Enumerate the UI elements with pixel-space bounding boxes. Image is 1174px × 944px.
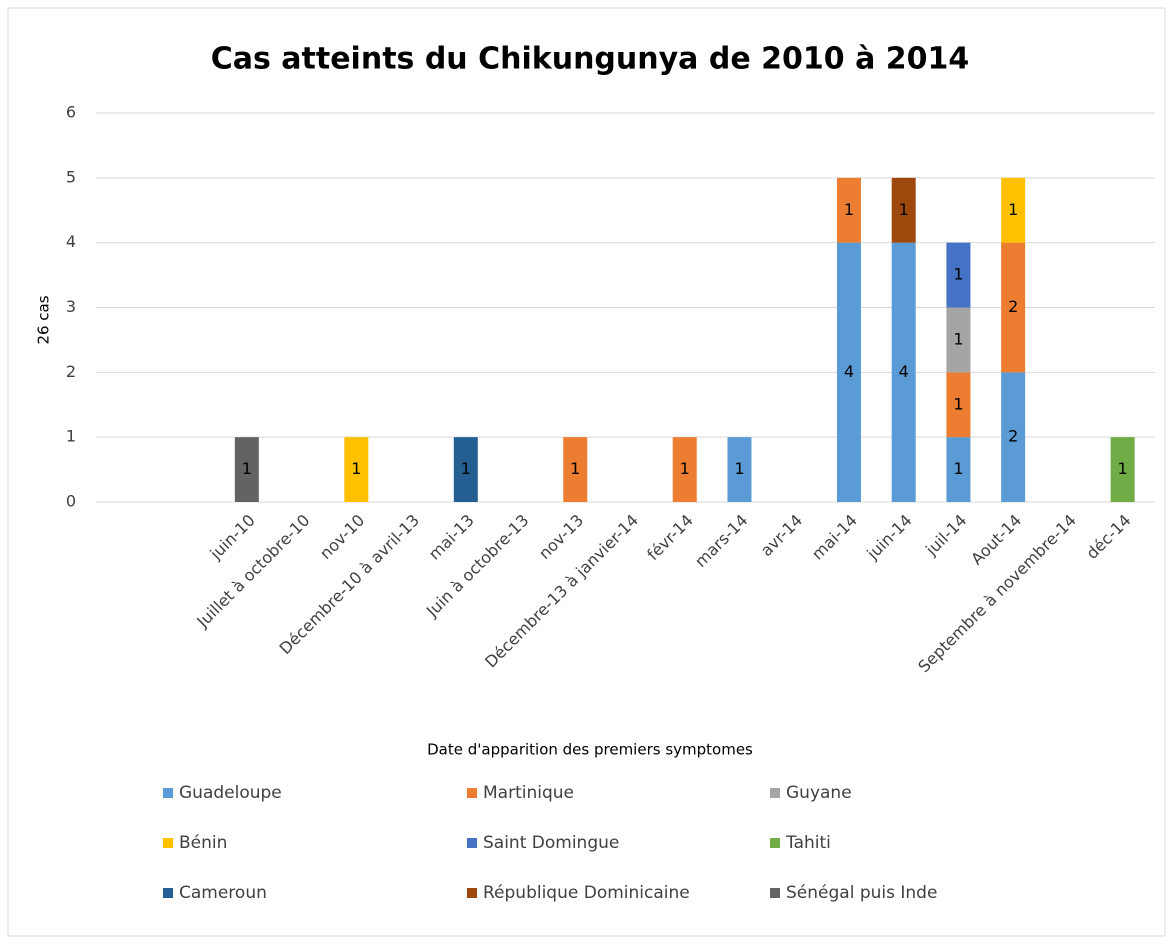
chart-title: Cas atteints du Chikungunya de 2010 à 20… — [211, 42, 970, 77]
bar-segment — [946, 242, 971, 308]
data-label: 1 — [351, 459, 361, 478]
legend-label: Guyane — [786, 783, 852, 803]
y-tick-label: 6 — [66, 103, 76, 122]
bar-segment — [946, 372, 971, 438]
data-label: 1 — [734, 459, 744, 478]
y-tick-label: 4 — [66, 232, 76, 251]
data-label: 1 — [953, 329, 963, 348]
bar-segment — [891, 242, 916, 502]
legend-label: République Dominicaine — [483, 883, 690, 903]
bar-segment — [1001, 177, 1026, 243]
legend-label: Tahiti — [785, 833, 831, 853]
legend-swatch — [467, 788, 477, 798]
bar-segment — [344, 437, 369, 502]
bar-segment — [234, 437, 259, 502]
legend-swatch — [467, 838, 477, 848]
bar-segment — [836, 242, 861, 502]
legend-label: Sénégal puis Inde — [786, 883, 937, 903]
x-axis-title: Date d'apparition des premiers symptomes — [427, 741, 753, 759]
bar-segment — [1001, 242, 1026, 373]
bar-segment — [1001, 372, 1026, 502]
bar-segment — [453, 437, 478, 502]
y-tick-label: 5 — [66, 167, 76, 186]
legend-swatch — [163, 888, 173, 898]
bar-segment — [1110, 437, 1135, 502]
legend-label: Saint Domingue — [483, 833, 619, 853]
legend-swatch — [770, 888, 780, 898]
data-label: 1 — [899, 200, 909, 219]
y-axis-title: 26 cas — [35, 295, 53, 344]
data-label: 1 — [953, 459, 963, 478]
bar-segment — [672, 437, 697, 502]
legend-label: Bénin — [179, 833, 227, 853]
data-label: 4 — [844, 362, 854, 381]
y-tick-label: 0 — [66, 492, 76, 511]
y-tick-label: 1 — [66, 427, 76, 446]
data-label: 2 — [1008, 297, 1018, 316]
legend-swatch — [770, 838, 780, 848]
data-label: 1 — [680, 459, 690, 478]
y-tick-label: 2 — [66, 362, 76, 381]
data-label: 1 — [844, 200, 854, 219]
data-label: 1 — [242, 459, 252, 478]
legend-label: Cameroun — [179, 883, 267, 903]
bar-segment — [563, 437, 588, 502]
bar-segment — [836, 177, 861, 243]
bar-segment — [946, 437, 971, 502]
bar-segment — [946, 307, 971, 373]
data-label: 1 — [461, 459, 471, 478]
legend-label: Guadeloupe — [179, 783, 282, 803]
bar-segment — [727, 437, 752, 502]
data-label: 1 — [953, 394, 963, 413]
data-label: 1 — [570, 459, 580, 478]
data-label: 1 — [953, 265, 963, 284]
data-label: 4 — [899, 362, 909, 381]
bar-segment — [891, 177, 916, 243]
legend-label: Martinique — [483, 783, 574, 803]
legend-swatch — [163, 788, 173, 798]
data-label: 1 — [1008, 200, 1018, 219]
legend-swatch — [163, 838, 173, 848]
legend-swatch — [770, 788, 780, 798]
data-label: 2 — [1008, 427, 1018, 446]
legend-swatch — [467, 888, 477, 898]
y-tick-label: 3 — [66, 297, 76, 316]
data-label: 1 — [1118, 459, 1128, 478]
